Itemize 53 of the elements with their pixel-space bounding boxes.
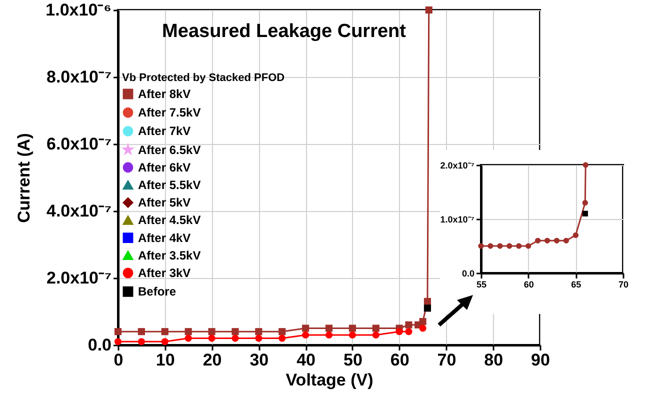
x-tick-label: 70 bbox=[437, 350, 456, 370]
legend-label: After 3.5kV bbox=[138, 248, 201, 262]
legend-label: After 8kV bbox=[138, 87, 191, 101]
x-tick-label: 90 bbox=[531, 350, 550, 370]
y-tick-label: 8.0x10⁻⁷ bbox=[46, 68, 112, 86]
point bbox=[497, 243, 503, 249]
point bbox=[563, 238, 569, 244]
legend-label: After 5kV bbox=[138, 196, 191, 210]
point bbox=[526, 243, 532, 249]
y-tick-label: 6.0x10⁻⁷ bbox=[46, 134, 112, 154]
x-tick-label: 40 bbox=[296, 350, 316, 370]
point bbox=[554, 238, 560, 244]
legend-label: After 5.5kV bbox=[138, 178, 201, 192]
x-tick-label: 55 bbox=[476, 280, 487, 290]
legend-label: After 4.5kV bbox=[138, 213, 201, 228]
point bbox=[424, 304, 431, 312]
point bbox=[582, 200, 588, 206]
y-tick-label: 0.0 bbox=[462, 268, 474, 278]
x-axis-title: Voltage (V) bbox=[286, 370, 374, 390]
legend-label: After 7.5kV bbox=[138, 106, 201, 120]
x-tick-label: 10 bbox=[156, 350, 175, 370]
legend-title: Vb Protected by Stacked PFOD bbox=[122, 72, 285, 84]
x-tick-label: 70 bbox=[618, 280, 629, 290]
y-tick-label: 2.0x10⁻⁷ bbox=[440, 160, 475, 170]
point bbox=[488, 243, 494, 249]
x-tick-label: 50 bbox=[343, 350, 362, 370]
x-tick-label: 80 bbox=[484, 350, 504, 370]
legend-label: After 6.5kV bbox=[138, 142, 201, 157]
text: Measured Leakage Current bbox=[162, 21, 407, 42]
point bbox=[544, 238, 550, 244]
legend-label: Before bbox=[138, 284, 176, 299]
point bbox=[572, 232, 578, 238]
legend-label: After 7kV bbox=[138, 124, 191, 138]
x-tick-label: 60 bbox=[524, 280, 534, 290]
y-axis-title: Current (A) bbox=[14, 133, 34, 223]
point bbox=[516, 243, 522, 249]
y-tick-label: 2.0x10⁻⁷ bbox=[46, 268, 112, 288]
y-tick-label: 0.0 bbox=[88, 336, 112, 354]
legend-label: After 6kV bbox=[138, 160, 191, 174]
legend-label: After 3kV bbox=[138, 266, 191, 280]
y-tick-label: 1.0x10⁻⁶ bbox=[46, 0, 112, 20]
y-tick-label: 4.0x10⁻⁷ bbox=[46, 202, 112, 220]
y-tick-label: 1.0x10⁻⁷ bbox=[440, 214, 475, 224]
legend-label: After 4kV bbox=[138, 230, 191, 245]
x-tick-label: 65 bbox=[571, 280, 582, 290]
x-tick-label: 30 bbox=[250, 350, 269, 370]
point bbox=[535, 238, 541, 244]
x-tick-label: 20 bbox=[202, 350, 222, 370]
point bbox=[506, 243, 512, 249]
point bbox=[478, 243, 484, 249]
point bbox=[582, 162, 588, 168]
x-tick-label: 60 bbox=[390, 350, 410, 370]
x-tick-label: 0 bbox=[114, 350, 124, 370]
